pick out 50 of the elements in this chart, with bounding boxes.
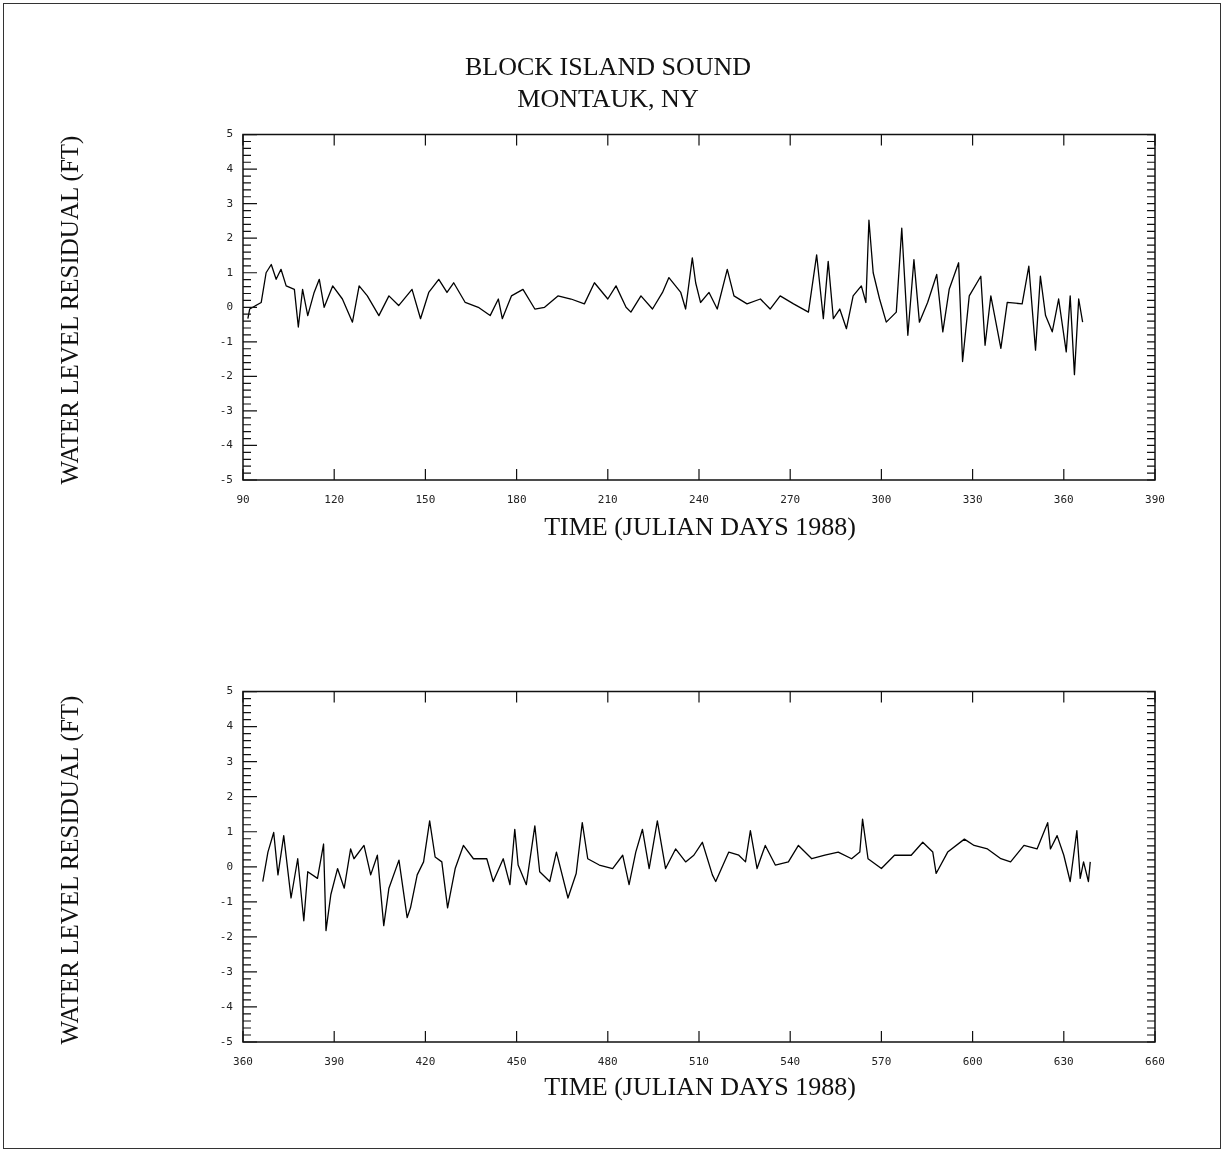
y-tick-label: 2 [226,789,233,803]
chart-title: BLOCK ISLAND SOUND [464,52,752,82]
x-tick-label: 420 [415,1055,436,1069]
x-tick-label: 120 [324,493,345,507]
y-tick-label: -2 [219,929,233,943]
y-tick-label: 5 [226,684,233,698]
x-tick-label: 300 [871,493,892,507]
x-tick-label: 390 [324,1055,345,1069]
y-axis-title: WATER LEVEL RESIDUAL (FT) [56,135,84,485]
y-tick-label: -2 [219,369,233,383]
x-tick-label: 90 [236,493,250,507]
x-axis-title: TIME (JULIAN DAYS 1988) [544,1072,856,1102]
y-tick-label: -1 [219,894,233,908]
x-tick-label: 150 [415,493,436,507]
y-tick-label: -4 [219,438,234,452]
y-tick-label: -5 [219,1034,233,1048]
y-tick-label: 3 [226,196,233,210]
y-tick-label: 3 [226,754,233,768]
x-tick-label: 600 [962,1055,983,1069]
y-axis-title: WATER LEVEL RESIDUAL (FT) [56,695,84,1045]
x-tick-label: 570 [871,1055,892,1069]
y-tick-label: 0 [226,300,233,314]
y-tick-label: 5 [226,127,233,141]
y-tick-label: 0 [226,859,233,873]
x-tick-label: 450 [506,1055,527,1069]
x-tick-label: 360 [1053,493,1074,507]
y-tick-label: -4 [219,999,234,1013]
x-axis-title: TIME (JULIAN DAYS 1988) [544,512,856,542]
x-tick-label: 180 [506,493,527,507]
x-tick-label: 480 [597,1055,618,1069]
x-tick-label: 330 [962,493,983,507]
x-tick-label: 270 [780,493,801,507]
x-tick-label: 390 [1145,493,1165,507]
y-tick-label: 1 [226,824,233,838]
x-tick-label: 510 [689,1055,709,1069]
x-tick-label: 240 [689,493,709,507]
y-tick-label: -3 [219,403,233,417]
chart-subtitle: MONTAUK, NY [517,84,699,114]
y-tick-label: 2 [226,231,233,245]
x-tick-label: 210 [597,493,618,507]
y-tick-label: 4 [226,719,234,733]
x-tick-label: 630 [1053,1055,1074,1069]
x-tick-label: 360 [233,1055,253,1069]
x-tick-label: 540 [780,1055,801,1069]
y-tick-label: -3 [219,964,233,978]
y-tick-label: -1 [219,334,233,348]
y-tick-label: -5 [219,472,233,486]
x-tick-label: 660 [1145,1055,1165,1069]
y-tick-label: 1 [226,265,233,279]
y-tick-label: 4 [226,162,234,175]
